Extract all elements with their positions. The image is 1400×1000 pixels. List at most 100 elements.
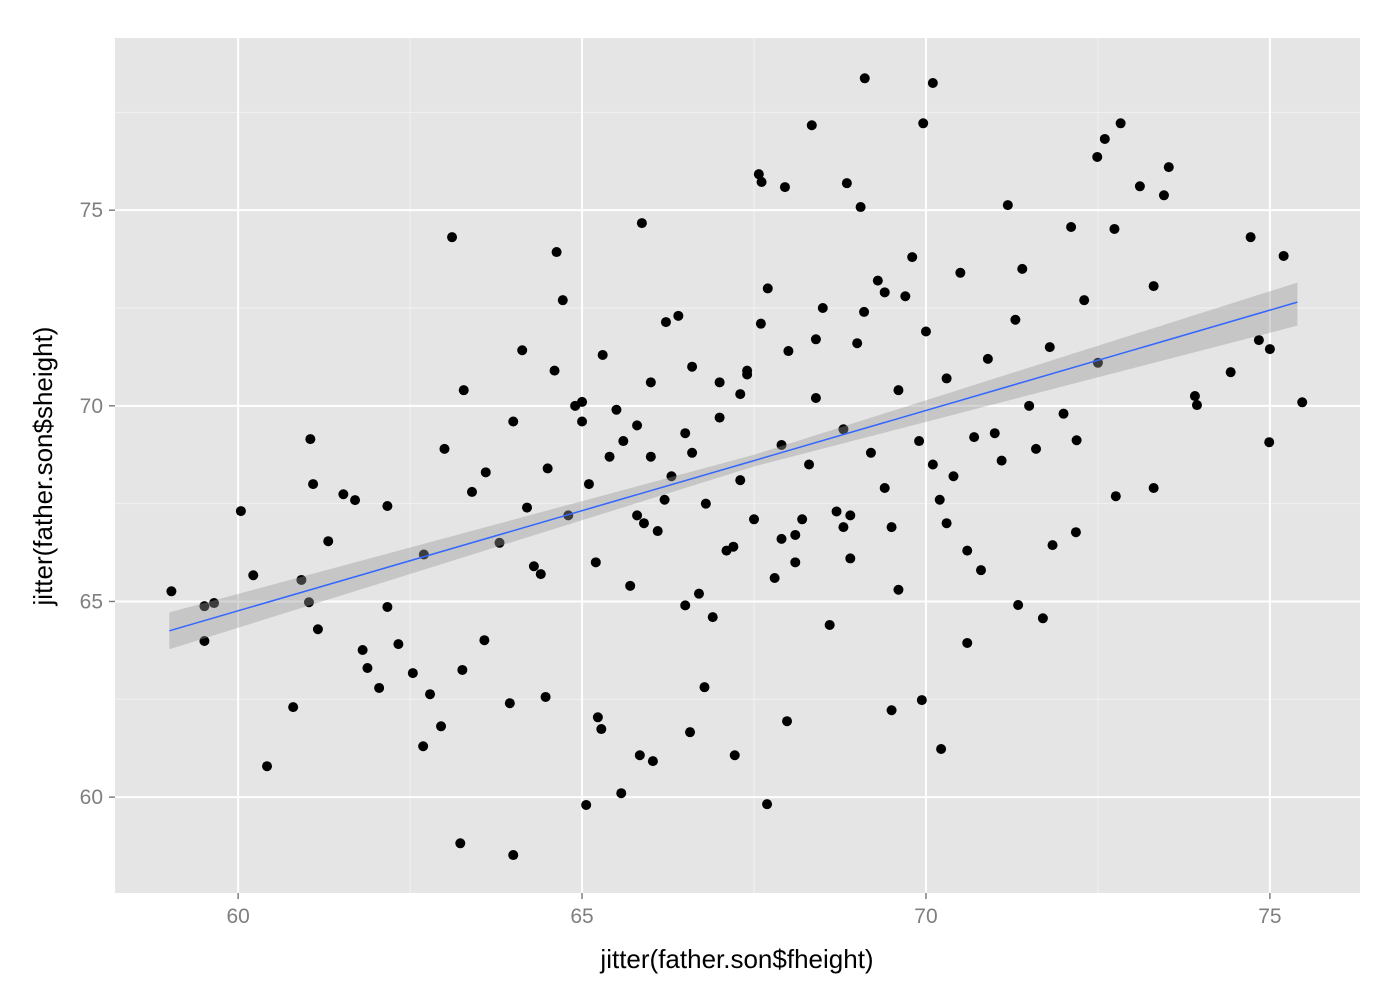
point (1148, 281, 1159, 292)
point (769, 573, 780, 583)
point (886, 705, 897, 716)
point (1079, 295, 1090, 306)
point (522, 502, 533, 513)
point (756, 177, 767, 187)
point (447, 232, 458, 243)
point (845, 553, 856, 564)
point (504, 698, 515, 709)
point (248, 570, 259, 581)
point (634, 750, 645, 761)
x-axis-title: jitter(father.son$fheight) (599, 944, 873, 974)
point (680, 600, 691, 611)
point (841, 178, 852, 189)
point (616, 788, 627, 799)
point (893, 584, 904, 595)
point (557, 295, 568, 306)
point (308, 479, 319, 490)
point (1110, 491, 1121, 502)
point (1099, 133, 1110, 144)
point (382, 501, 393, 511)
point (374, 682, 385, 693)
point (728, 541, 739, 552)
point (323, 536, 334, 547)
point (645, 451, 656, 462)
y-tick-label: 60 (80, 786, 103, 809)
y-tick-label: 65 (80, 590, 103, 613)
point (1253, 335, 1264, 346)
point (625, 580, 636, 591)
point (508, 850, 519, 861)
point (729, 750, 740, 761)
point (797, 514, 808, 525)
point (948, 471, 959, 482)
point (540, 691, 551, 702)
point (845, 510, 856, 521)
point (357, 645, 368, 655)
point (1109, 223, 1120, 234)
point (235, 506, 246, 517)
x-tick-label: 70 (914, 905, 937, 928)
point (288, 702, 299, 713)
point (262, 761, 273, 772)
point (618, 436, 629, 447)
point (1044, 342, 1055, 353)
point (1010, 314, 1021, 325)
point (700, 498, 711, 509)
point (989, 428, 1000, 439)
point (590, 557, 601, 568)
y-axis-title: jitter(father.son$sheight) (28, 327, 58, 607)
point (1148, 483, 1159, 493)
point (817, 303, 828, 313)
point (1092, 151, 1103, 162)
point (652, 526, 663, 537)
point (466, 486, 477, 497)
point (886, 522, 897, 533)
point (893, 385, 904, 396)
point (549, 365, 560, 376)
point (680, 428, 691, 439)
point (1191, 400, 1202, 411)
point (632, 420, 643, 431)
point (838, 424, 849, 435)
point (1189, 391, 1200, 402)
point (779, 182, 790, 193)
point (508, 416, 519, 427)
point (1264, 437, 1275, 448)
point (927, 78, 938, 88)
point (407, 668, 418, 679)
point (859, 73, 870, 84)
point (350, 495, 361, 506)
point (1297, 397, 1308, 408)
point (418, 741, 429, 752)
point (1013, 600, 1024, 610)
point (1037, 613, 1048, 624)
point (199, 636, 210, 646)
point (303, 597, 314, 608)
point (810, 334, 821, 345)
point (782, 716, 793, 727)
point (982, 353, 993, 364)
point (687, 447, 698, 458)
point (517, 345, 528, 356)
point (852, 338, 863, 349)
point (1047, 540, 1058, 551)
point (1031, 443, 1042, 454)
point (542, 463, 553, 474)
point (753, 169, 764, 180)
point (783, 346, 794, 357)
x-tick-label: 75 (1258, 905, 1281, 928)
point (838, 522, 849, 533)
x-tick-label: 65 (570, 905, 593, 928)
point (638, 518, 649, 529)
y-tick-label: 75 (80, 199, 103, 222)
point (962, 637, 973, 648)
point (570, 400, 581, 411)
point (969, 432, 980, 443)
point (199, 601, 210, 612)
point (762, 799, 773, 810)
point (755, 318, 766, 329)
point (916, 695, 927, 706)
y-tick-label: 70 (80, 395, 103, 418)
